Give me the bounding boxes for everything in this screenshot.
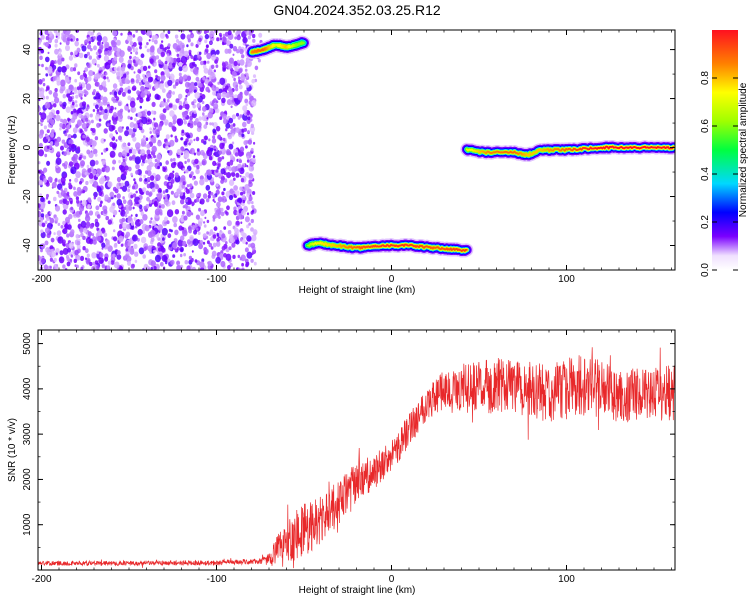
snr-xlabel: Height of straight line (km): [299, 585, 416, 596]
x-tick-label: 100: [558, 574, 575, 585]
y-tick-label: -40: [22, 238, 33, 253]
colorbar-tick-label: 0.2: [700, 215, 711, 229]
y-tick-label: 1000: [22, 513, 33, 536]
x-tick-label: -200: [31, 574, 51, 585]
y-tick-label: 20: [22, 93, 33, 105]
colorbar-tick-label: 0.0: [700, 263, 711, 277]
y-tick-label: 3000: [22, 423, 33, 446]
spectrogram-ylabel: Frequency (Hz): [7, 116, 18, 185]
colorbar-gradient: [712, 30, 738, 270]
x-tick-label: 0: [389, 574, 395, 585]
y-tick-label: 5000: [22, 332, 33, 355]
y-tick-label: 2000: [22, 468, 33, 491]
x-tick-label: 100: [558, 274, 575, 285]
y-tick-label: 4000: [22, 377, 33, 400]
x-tick-label: 0: [389, 274, 395, 285]
y-tick-label: -20: [22, 189, 33, 204]
spectrogram-xlabel: Height of straight line (km): [299, 285, 416, 296]
snr-panel: -200 -100 0 100 1000 2000 3000 4000 5000 Height …: [7, 329, 676, 596]
x-tick-label: -100: [206, 574, 226, 585]
colorbar-ticks: 0.0 0.2 0.4 0.6 0.8: [700, 71, 738, 277]
y-tick-label: 40: [22, 44, 33, 56]
snr-ticks: -200 -100 0 100 1000 2000 3000 4000 5000: [22, 330, 675, 585]
figure-title: GN04.2024.352.03.25.R12: [273, 2, 441, 18]
colorbar-tick-label: 0.4: [700, 167, 711, 181]
x-tick-label: -100: [206, 274, 226, 285]
x-tick-label: -200: [31, 274, 51, 285]
y-tick-label: 0: [22, 144, 33, 150]
snr-ylabel: SNR (10 * v/v): [7, 418, 18, 482]
colorbar-tick-label: 0.6: [700, 119, 711, 133]
heatmap-layer: [38, 30, 675, 270]
colorbar: 0.0 0.2 0.4 0.6 0.8 Normalized spectral ampl…: [700, 30, 749, 277]
colorbar-tick-label: 0.8: [700, 71, 711, 85]
colorbar-label: Normalized spectral amplitude: [738, 82, 749, 217]
snr-series-line: [38, 347, 675, 569]
